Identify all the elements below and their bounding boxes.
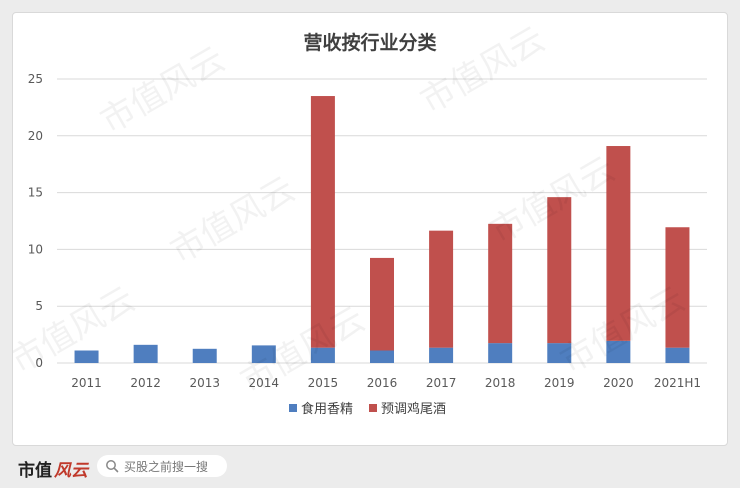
legend-label: 预调鸡尾酒 xyxy=(381,401,446,417)
x-tick-label: 2018 xyxy=(485,376,516,390)
bar-series1 xyxy=(547,343,572,363)
x-tick-label: 2021H1 xyxy=(654,376,701,390)
bar-series1 xyxy=(370,350,394,363)
bar-series2 xyxy=(665,227,690,348)
bar-series1 xyxy=(488,343,513,363)
x-tick-label: 2019 xyxy=(544,376,575,390)
bar-series2 xyxy=(429,230,454,348)
legend-label: 食用香精 xyxy=(301,401,353,417)
y-tick-label: 20 xyxy=(28,129,43,143)
bar-series1 xyxy=(133,344,158,363)
x-tick-label: 2011 xyxy=(71,376,102,390)
chart-title: 营收按行业分类 xyxy=(303,31,436,54)
legend-swatch xyxy=(369,404,377,412)
x-tick-label: 2012 xyxy=(130,376,161,390)
bar-series2 xyxy=(547,197,572,344)
bar-series1 xyxy=(429,347,454,363)
bar-series2 xyxy=(488,223,513,344)
legend-swatch xyxy=(289,404,297,412)
search-box[interactable]: 买股之前搜一搜 xyxy=(97,455,227,477)
bar-series2 xyxy=(606,146,631,341)
bar-series1 xyxy=(310,347,335,363)
chart: 营收按行业分类 0 5 10 15 20 25 2011 2012 2013 2014 2015 2… xyxy=(28,31,707,417)
chart-card: 营收按行业分类 0 5 10 15 20 25 2011 2012 2013 2014 2015 2… xyxy=(12,12,728,446)
y-tick-label: 10 xyxy=(28,242,43,256)
search-placeholder: 买股之前搜一搜 xyxy=(124,459,209,474)
y-tick-label: 5 xyxy=(35,299,43,313)
brand-script: 风云 xyxy=(54,461,88,481)
bar-series1 xyxy=(251,345,276,363)
search-icon xyxy=(106,460,119,473)
x-tick-label: 2015 xyxy=(308,376,339,390)
x-tick-label: 2017 xyxy=(426,376,457,390)
x-tick-label: 2020 xyxy=(603,376,634,390)
y-tick-label: 0 xyxy=(35,356,43,370)
x-tick-label: 2013 xyxy=(189,376,220,390)
brand-logo[interactable]: 市值 风云 xyxy=(18,456,88,481)
brand-name: 市值 xyxy=(18,461,52,481)
bar-series1 xyxy=(192,348,217,363)
bar-series1 xyxy=(74,350,99,363)
x-tick-label: 2014 xyxy=(249,376,280,390)
bar-series2 xyxy=(370,257,394,351)
bar-series2 xyxy=(310,96,335,348)
y-tick-label: 25 xyxy=(28,72,43,86)
bar-series1 xyxy=(665,347,690,363)
y-tick-label: 15 xyxy=(28,186,43,200)
bar-series1 xyxy=(606,340,631,363)
x-tick-label: 2016 xyxy=(367,376,398,390)
footer-bar: 市值 风云 买股之前搜一搜 xyxy=(0,448,740,488)
